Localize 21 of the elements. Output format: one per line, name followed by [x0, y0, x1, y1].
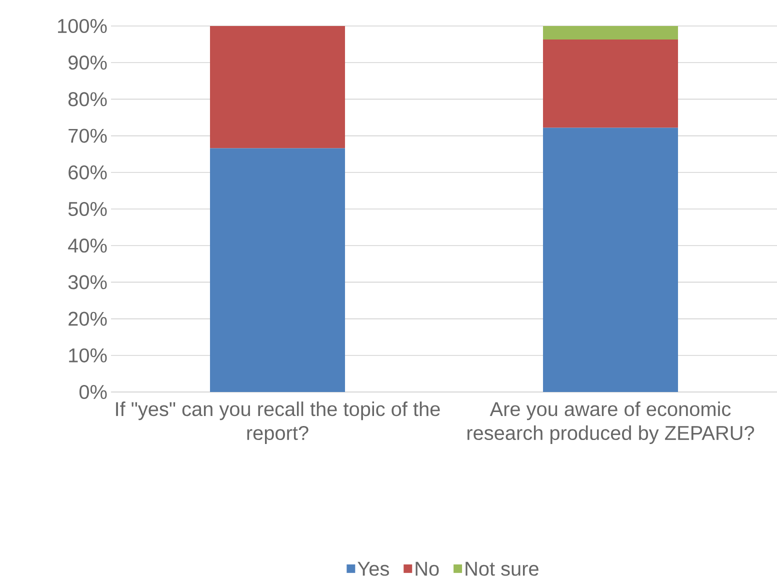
bar [543, 128, 678, 392]
y-tick-label: 90% [68, 56, 107, 70]
legend-label: Yes [358, 562, 389, 576]
legend-label: Not sure [466, 562, 538, 576]
y-tick-label: 60% [68, 165, 107, 180]
y-tick-label: 20% [68, 312, 107, 326]
y-tick-label: 40% [68, 238, 107, 253]
bar [210, 26, 346, 148]
bar [210, 148, 346, 392]
x-tick-label: If "yes" can you recall the topic of the report? [116, 402, 440, 444]
legend-label: No [416, 562, 439, 576]
bar [543, 40, 678, 128]
y-tick-label: 50% [68, 202, 107, 216]
x-tick-label: Are you aware of economic research produced by ZEPARU? [467, 402, 754, 444]
bar [543, 26, 678, 40]
y-tick-label: 70% [68, 128, 107, 143]
y-tick-label: 100% [58, 18, 107, 34]
y-tick-label: 30% [68, 275, 107, 290]
y-tick-label: 0% [79, 384, 107, 400]
y-tick-label: 80% [68, 92, 107, 106]
y-tick-label: 10% [69, 348, 107, 362]
